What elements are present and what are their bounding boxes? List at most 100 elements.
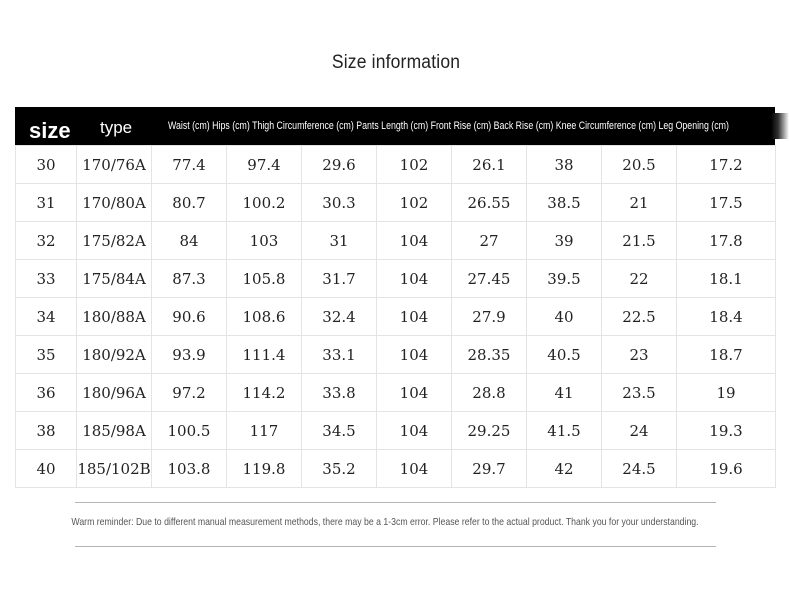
cell-waist: 90.6 xyxy=(151,297,227,336)
page-title: Size information xyxy=(331,52,461,73)
cell-waist: 97.2 xyxy=(151,373,227,412)
cell-thigh: 31.7 xyxy=(301,259,377,298)
cell-thigh: 35.2 xyxy=(301,449,377,488)
cell-pants-length: 104 xyxy=(376,373,452,412)
cell-back-rise: 41 xyxy=(526,373,602,412)
cell-type: 170/80A xyxy=(76,183,152,222)
cell-pants-length: 104 xyxy=(376,221,452,260)
cell-back-rise: 38.5 xyxy=(526,183,602,222)
header-type: type xyxy=(100,118,133,137)
cell-back-rise: 42 xyxy=(526,449,602,488)
cell-pants-length: 104 xyxy=(376,335,452,374)
table-row: 33 175/84A 87.3 105.8 31.7 104 27.45 39.5 22 18.1 xyxy=(15,259,776,298)
cell-hips: 108.6 xyxy=(226,297,302,336)
cell-knee: 24.5 xyxy=(601,449,677,488)
cell-size: 36 xyxy=(15,373,77,412)
cell-leg-opening: 19.6 xyxy=(676,449,776,488)
cell-front-rise: 29.7 xyxy=(451,449,527,488)
table-row: 38 185/98A 100.5 117 34.5 104 29.25 41.5 24 19.3 xyxy=(15,411,776,450)
cell-leg-opening: 17.2 xyxy=(676,145,776,184)
cell-size: 34 xyxy=(15,297,77,336)
cell-back-rise: 38 xyxy=(526,145,602,184)
table-header: size type Waist (cm) Hips (cm) Thigh Cir… xyxy=(15,107,789,145)
cell-hips: 97.4 xyxy=(226,145,302,184)
cell-back-rise: 39.5 xyxy=(526,259,602,298)
cell-leg-opening: 18.7 xyxy=(676,335,776,374)
cell-back-rise: 40.5 xyxy=(526,335,602,374)
cell-thigh: 31 xyxy=(301,221,377,260)
cell-leg-opening: 18.4 xyxy=(676,297,776,336)
cell-size: 32 xyxy=(15,221,77,260)
cell-front-rise: 28.35 xyxy=(451,335,527,374)
size-table: 30 170/76A 77.4 97.4 29.6 102 26.1 38 20.5 17.2 31… xyxy=(15,145,776,488)
header-size: size xyxy=(29,118,71,143)
cell-waist: 103.8 xyxy=(151,449,227,488)
cell-type: 180/92A xyxy=(76,335,152,374)
cell-leg-opening: 17.5 xyxy=(676,183,776,222)
divider-top xyxy=(75,502,716,503)
cell-pants-length: 104 xyxy=(376,297,452,336)
cell-size: 33 xyxy=(15,259,77,298)
cell-leg-opening: 18.1 xyxy=(676,259,776,298)
cell-size: 35 xyxy=(15,335,77,374)
cell-thigh: 30.3 xyxy=(301,183,377,222)
cell-knee: 21 xyxy=(601,183,677,222)
cell-knee: 23.5 xyxy=(601,373,677,412)
table-row: 36 180/96A 97.2 114.2 33.8 104 28.8 41 23.5 19 xyxy=(15,373,776,412)
cell-thigh: 32.4 xyxy=(301,297,377,336)
cell-knee: 22 xyxy=(601,259,677,298)
cell-type: 185/98A xyxy=(76,411,152,450)
cell-type: 175/84A xyxy=(76,259,152,298)
table-row: 34 180/88A 90.6 108.6 32.4 104 27.9 40 22.5 18.4 xyxy=(15,297,776,336)
cell-front-rise: 27.45 xyxy=(451,259,527,298)
cell-hips: 114.2 xyxy=(226,373,302,412)
table-row: 40 185/102B 103.8 119.8 35.2 104 29.7 42 24.5 19.… xyxy=(15,449,776,488)
cell-pants-length: 104 xyxy=(376,411,452,450)
cell-knee: 21.5 xyxy=(601,221,677,260)
cell-size: 40 xyxy=(15,449,77,488)
cell-front-rise: 26.1 xyxy=(451,145,527,184)
cell-type: 175/82A xyxy=(76,221,152,260)
table-row: 32 175/82A 84 103 31 104 27 39 21.5 17.8 xyxy=(15,221,776,260)
cell-type: 180/88A xyxy=(76,297,152,336)
cell-front-rise: 27.9 xyxy=(451,297,527,336)
cell-size: 31 xyxy=(15,183,77,222)
cell-leg-opening: 19 xyxy=(676,373,776,412)
cell-pants-length: 102 xyxy=(376,145,452,184)
header-measurements: Waist (cm) Hips (cm) Thigh Circumference… xyxy=(168,120,729,132)
cell-front-rise: 28.8 xyxy=(451,373,527,412)
cell-waist: 100.5 xyxy=(151,411,227,450)
cell-thigh: 29.6 xyxy=(301,145,377,184)
cell-back-rise: 39 xyxy=(526,221,602,260)
cell-hips: 111.4 xyxy=(226,335,302,374)
warm-reminder: Warm reminder: Due to different manual m… xyxy=(71,516,699,528)
cell-waist: 87.3 xyxy=(151,259,227,298)
cell-size: 38 xyxy=(15,411,77,450)
cell-hips: 119.8 xyxy=(226,449,302,488)
cell-pants-length: 102 xyxy=(376,183,452,222)
cell-hips: 105.8 xyxy=(226,259,302,298)
cell-leg-opening: 19.3 xyxy=(676,411,776,450)
cell-thigh: 33.8 xyxy=(301,373,377,412)
cell-waist: 77.4 xyxy=(151,145,227,184)
cell-waist: 84 xyxy=(151,221,227,260)
cell-pants-length: 104 xyxy=(376,259,452,298)
cell-thigh: 34.5 xyxy=(301,411,377,450)
cell-waist: 80.7 xyxy=(151,183,227,222)
cell-thigh: 33.1 xyxy=(301,335,377,374)
cell-front-rise: 26.55 xyxy=(451,183,527,222)
cell-hips: 100.2 xyxy=(226,183,302,222)
cell-knee: 23 xyxy=(601,335,677,374)
cell-type: 180/96A xyxy=(76,373,152,412)
brush-stroke-decoration xyxy=(771,113,789,139)
cell-front-rise: 29.25 xyxy=(451,411,527,450)
cell-hips: 103 xyxy=(226,221,302,260)
cell-waist: 93.9 xyxy=(151,335,227,374)
cell-leg-opening: 17.8 xyxy=(676,221,776,260)
cell-pants-length: 104 xyxy=(376,449,452,488)
cell-size: 30 xyxy=(15,145,77,184)
cell-type: 170/76A xyxy=(76,145,152,184)
cell-type: 185/102B xyxy=(76,449,152,488)
cell-knee: 22.5 xyxy=(601,297,677,336)
table-row: 31 170/80A 80.7 100.2 30.3 102 26.55 38.5 21 17.5 xyxy=(15,183,776,222)
